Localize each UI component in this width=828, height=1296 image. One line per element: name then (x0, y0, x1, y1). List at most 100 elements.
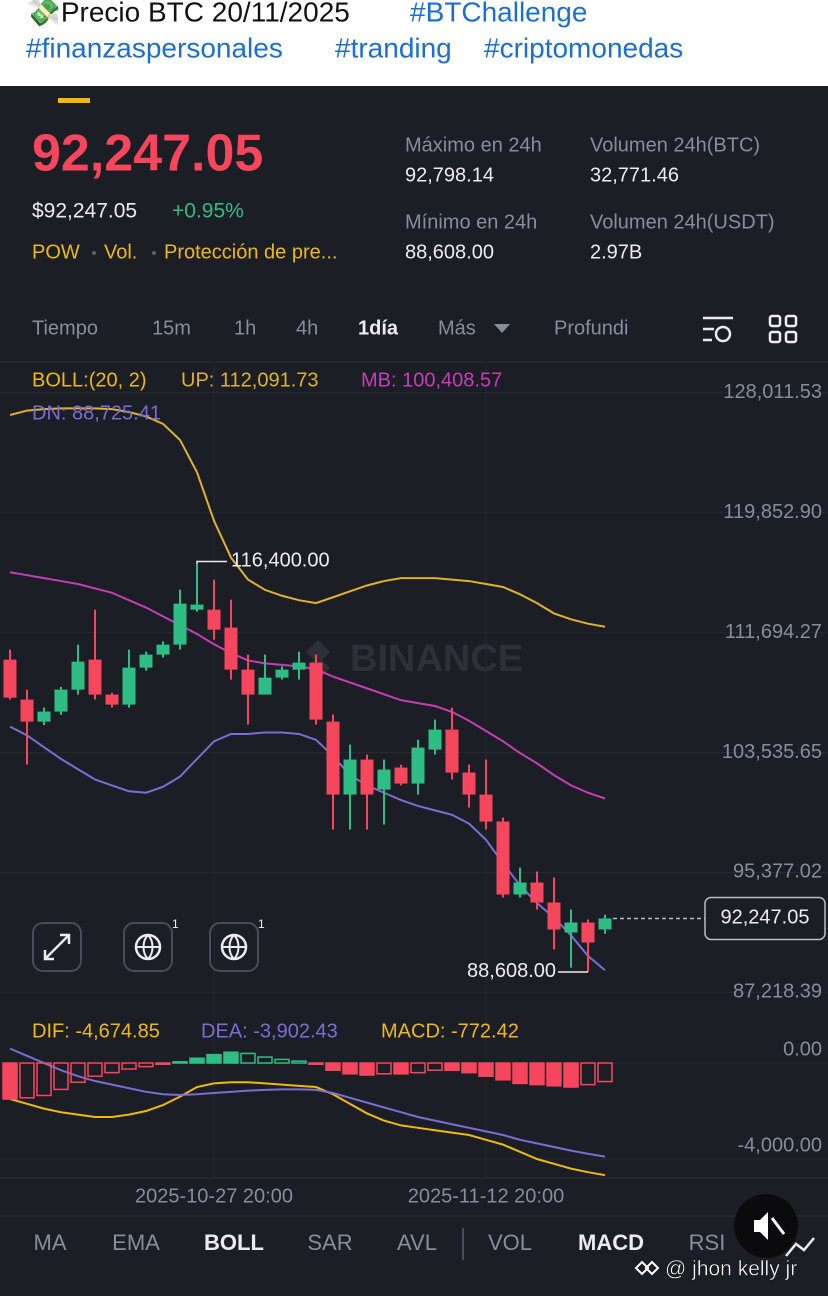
histogram-bar (478, 1062, 494, 1077)
indicator-tab[interactable]: BOLL (204, 1230, 264, 1255)
stat-value: 32,771.46 (590, 164, 679, 186)
hashtag[interactable]: #BTChallenge (410, 0, 587, 27)
histogram-bar (580, 1062, 596, 1086)
candle-body (326, 721, 340, 795)
tag[interactable]: POW (32, 241, 80, 263)
stat-label: Volumen 24h(BTC) (590, 134, 760, 156)
candle-body (598, 918, 612, 930)
legend-title: BOLL:(20, 2) (32, 369, 147, 391)
indicator-tab[interactable]: AVL (397, 1230, 437, 1255)
stat-value: 92,798.14 (405, 164, 494, 186)
candle-body (547, 902, 561, 930)
indicator-tabs: MA EMA BOLL SAR AVL VOL MACD RSI (34, 1230, 726, 1255)
indicator-tab[interactable]: MACD (578, 1230, 644, 1255)
hashtag[interactable]: #criptomonedas (484, 32, 683, 63)
dropdown-arrow (494, 324, 510, 333)
histogram-bar (325, 1062, 341, 1071)
y-tick-label: 111,694.27 (725, 621, 822, 643)
hashtag[interactable]: #tranding (335, 32, 452, 63)
y-tick-label: 103,535.65 (722, 741, 822, 763)
app-background (0, 86, 828, 1296)
indicator-tab[interactable]: VOL (488, 1230, 532, 1255)
layout-icon[interactable] (768, 314, 798, 344)
interval-tab[interactable]: Profundi (554, 317, 629, 339)
candle-body (37, 711, 51, 722)
indicator-line (9, 1081, 606, 1177)
histogram-bar (529, 1062, 545, 1086)
interval-tab[interactable]: Más (438, 317, 476, 339)
legend-entry: UP: 112,091.73 (181, 369, 319, 391)
histogram-bar (206, 1053, 222, 1064)
histogram-bar (240, 1052, 256, 1064)
tag[interactable]: Protección de pre... (164, 241, 337, 263)
macd-chart: 0.00 -4,000.00 DIF: -4,674.85 DEA: -3,902.4… (0, 1020, 828, 1177)
tool-button[interactable] (123, 922, 173, 972)
tool-button[interactable] (32, 922, 82, 972)
interval-tab[interactable]: 15m (152, 317, 191, 339)
separator (152, 251, 156, 255)
candle-body (309, 662, 323, 720)
settings-icon[interactable] (703, 316, 733, 343)
indicator-tab[interactable]: RSI (689, 1230, 726, 1255)
high-annotation: 116,400.00 (231, 550, 330, 572)
interval-tab[interactable]: Tiempo (32, 317, 98, 339)
indicator-tab[interactable]: MA (34, 1230, 67, 1255)
stat-label: Mínimo en 24h (405, 211, 537, 233)
histogram-bar (410, 1062, 426, 1074)
candle-body (292, 662, 306, 670)
histogram-bar (87, 1062, 103, 1077)
y-tick-label: 119,852.90 (723, 501, 822, 523)
histogram-bar (189, 1057, 205, 1064)
candle-body (445, 729, 459, 773)
candle-body (207, 609, 221, 630)
indicator-tab[interactable]: SAR (307, 1230, 352, 1255)
candle-body (20, 699, 34, 722)
candle-body (71, 661, 85, 690)
histogram-bar (342, 1062, 358, 1075)
histogram-bar (104, 1062, 120, 1074)
indicator-line (9, 571, 606, 800)
candle-body (428, 729, 442, 750)
histogram-bar (444, 1062, 460, 1071)
tag[interactable]: Vol. (104, 241, 137, 263)
candle-body (513, 882, 527, 895)
price-usd: $92,247.05 (32, 200, 137, 223)
tool-button[interactable] (209, 922, 259, 972)
y-tick-label: 95,377.02 (733, 861, 822, 883)
histogram-bar (376, 1062, 392, 1075)
interval-tab[interactable]: 1h (234, 317, 256, 339)
last-price: 92,247.05 (32, 125, 263, 183)
histogram-bar (563, 1062, 579, 1088)
histogram-bar (274, 1058, 290, 1064)
watermark-text: BINANCE (350, 638, 523, 680)
speaker-icon (754, 1212, 768, 1240)
stat-value: 88,608.00 (405, 241, 494, 263)
interval-tab-active[interactable]: 1día (358, 317, 399, 339)
x-tick-label: 2025-11-12 20:00 (408, 1185, 564, 1207)
candle-body (394, 767, 408, 784)
histogram-bar (393, 1062, 409, 1075)
chart-icon[interactable] (785, 1237, 815, 1257)
candle-body (479, 794, 493, 822)
last-price-label: 92,247.05 (721, 907, 810, 929)
histogram-bar (138, 1062, 154, 1068)
candle-body (54, 689, 68, 712)
histogram-bar (495, 1062, 511, 1081)
mute-slash (770, 1217, 786, 1235)
histogram-bar (461, 1062, 477, 1074)
indicator-tab[interactable]: EMA (112, 1230, 160, 1255)
separator (92, 251, 96, 255)
candle-body (564, 922, 578, 933)
legend-entry: MACD: -772.42 (381, 1020, 519, 1042)
interval-tab[interactable]: 4h (296, 317, 318, 339)
candle-body (105, 694, 119, 705)
histogram-bar (257, 1056, 273, 1064)
hashtag[interactable]: #finanzaspersonales (26, 32, 283, 63)
histogram-bar (512, 1062, 528, 1085)
candle-body (190, 604, 204, 610)
candle-body (3, 659, 17, 698)
stat-label: Máximo en 24h (405, 134, 542, 156)
indicator-line (9, 407, 606, 628)
